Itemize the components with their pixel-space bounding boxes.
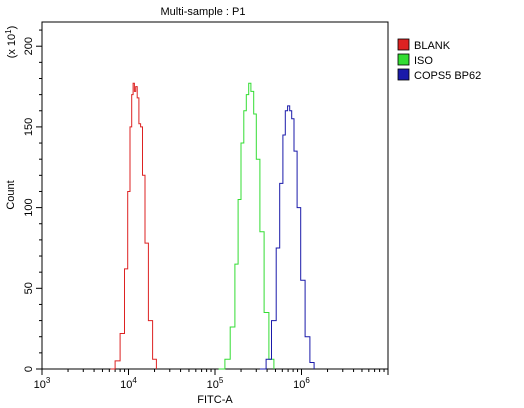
series-line-blank xyxy=(110,82,157,370)
legend-label: COPS5 BP62 xyxy=(414,70,481,82)
x-tick-label: 103 xyxy=(34,376,51,391)
x-tick-label: 105 xyxy=(207,376,224,391)
x-tick-label: 104 xyxy=(120,376,137,391)
series-line-cops5-bp62 xyxy=(259,105,315,370)
chart-title: Multi-sample : P1 xyxy=(161,6,246,18)
legend-swatch xyxy=(397,53,410,66)
y-multiplier-text: (x 10 xyxy=(6,34,18,58)
series-layer xyxy=(110,82,315,370)
y-multiplier-label: (x 101) xyxy=(4,26,18,59)
y-tick-label: 150 xyxy=(23,118,35,136)
y-tick-label: 50 xyxy=(23,282,35,294)
y-tick-label: 0 xyxy=(23,366,35,372)
x-axis-label: FITC-A xyxy=(197,394,233,406)
y-axis-tick-labels: 0 50 100 150 200 xyxy=(23,37,35,372)
y-axis-label: Count xyxy=(5,180,17,209)
legend-label: ISO xyxy=(414,55,433,67)
axis-ticks xyxy=(36,29,389,375)
y-tick-label: 200 xyxy=(23,37,35,55)
legend-label: BLANK xyxy=(414,40,451,52)
x-axis-tick-labels: 103 104 105 106 xyxy=(34,376,311,391)
series-line-iso xyxy=(218,82,275,370)
legend-swatch xyxy=(397,68,410,81)
y-multiplier-close: ) xyxy=(6,26,18,30)
y-tick-label: 100 xyxy=(23,198,35,216)
x-tick-label: 106 xyxy=(293,376,310,391)
legend-swatch xyxy=(397,38,410,51)
plot-frame xyxy=(41,21,389,370)
y-multiplier-exp: 1 xyxy=(4,29,13,34)
legend: BLANK ISO COPS5 BP62 xyxy=(397,38,481,82)
